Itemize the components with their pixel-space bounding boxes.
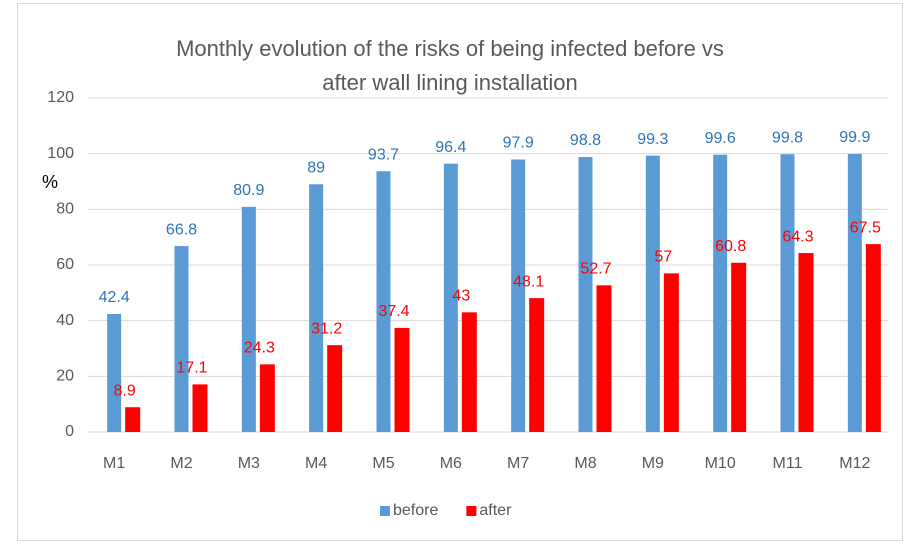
x-tick-label: M6 — [440, 455, 462, 472]
bar — [596, 285, 612, 432]
data-label: 64.3 — [782, 228, 813, 245]
data-label: 89 — [307, 160, 325, 177]
x-tick-label: M12 — [839, 455, 870, 472]
data-label: 93.7 — [368, 146, 399, 163]
x-tick-label: M9 — [642, 455, 664, 472]
bar — [645, 155, 660, 433]
y-tick-label: 0 — [65, 423, 74, 440]
data-label: 43 — [452, 288, 470, 305]
data-label: 48.1 — [513, 273, 544, 290]
bar — [327, 345, 343, 432]
x-tick-label: M11 — [773, 455, 803, 472]
bar — [107, 313, 122, 432]
bar — [578, 157, 593, 433]
y-axis-label: % — [42, 172, 58, 192]
chart-title: after wall lining installation — [322, 70, 578, 95]
y-tick-label: 40 — [56, 312, 74, 329]
bar — [241, 206, 256, 432]
bar — [394, 327, 410, 432]
bar — [798, 253, 814, 432]
data-label: 99.3 — [637, 131, 668, 148]
data-label: 17.1 — [176, 360, 207, 377]
data-label: 98.8 — [570, 132, 601, 149]
x-tick-label: M1 — [103, 455, 125, 472]
data-label: 99.6 — [705, 130, 736, 147]
chart-title: Monthly evolution of the risks of being … — [176, 36, 724, 61]
chart-border — [17, 3, 903, 541]
data-label: 8.9 — [114, 382, 136, 399]
bar — [259, 364, 275, 432]
bar — [529, 298, 545, 432]
data-label: 99.9 — [839, 129, 870, 146]
data-label: 57 — [654, 249, 672, 266]
x-tick-label: M2 — [170, 455, 192, 472]
legend-label: after — [479, 502, 512, 519]
x-tick-label: M4 — [305, 455, 327, 472]
bar — [443, 163, 458, 433]
bar — [865, 244, 881, 432]
y-tick-label: 60 — [56, 256, 74, 273]
bar — [713, 154, 728, 432]
bar — [731, 262, 747, 432]
bar — [376, 171, 391, 432]
data-label: 80.9 — [233, 182, 264, 199]
y-tick-label: 20 — [56, 368, 74, 385]
x-tick-label: M3 — [238, 455, 260, 472]
data-label: 96.4 — [435, 139, 466, 156]
data-label: 66.8 — [166, 221, 197, 238]
x-tick-label: M7 — [507, 455, 529, 472]
data-label: 24.3 — [244, 340, 275, 357]
data-label: 37.4 — [378, 303, 409, 320]
bar — [663, 273, 679, 432]
bar — [461, 312, 477, 432]
data-label: 99.8 — [772, 129, 803, 146]
bar — [780, 154, 795, 432]
x-tick-label: M10 — [705, 455, 736, 472]
bar — [309, 184, 324, 432]
data-label: 67.5 — [850, 219, 881, 236]
y-tick-label: 120 — [47, 89, 74, 106]
x-tick-label: M5 — [372, 455, 394, 472]
data-label: 42.4 — [99, 289, 130, 306]
data-label: 60.8 — [715, 238, 746, 255]
x-tick-label: M8 — [574, 455, 596, 472]
bar — [174, 246, 189, 432]
bar — [847, 153, 862, 432]
legend-swatch — [380, 506, 390, 516]
bar — [192, 384, 208, 432]
legend-label: before — [393, 502, 438, 519]
data-label: 52.7 — [580, 261, 611, 278]
data-label: 31.2 — [311, 320, 342, 337]
y-tick-label: 80 — [56, 201, 74, 218]
data-label: 97.9 — [503, 135, 534, 152]
bar — [511, 159, 526, 433]
legend-swatch — [466, 506, 477, 516]
y-tick-label: 100 — [47, 145, 74, 162]
bar — [125, 407, 141, 432]
